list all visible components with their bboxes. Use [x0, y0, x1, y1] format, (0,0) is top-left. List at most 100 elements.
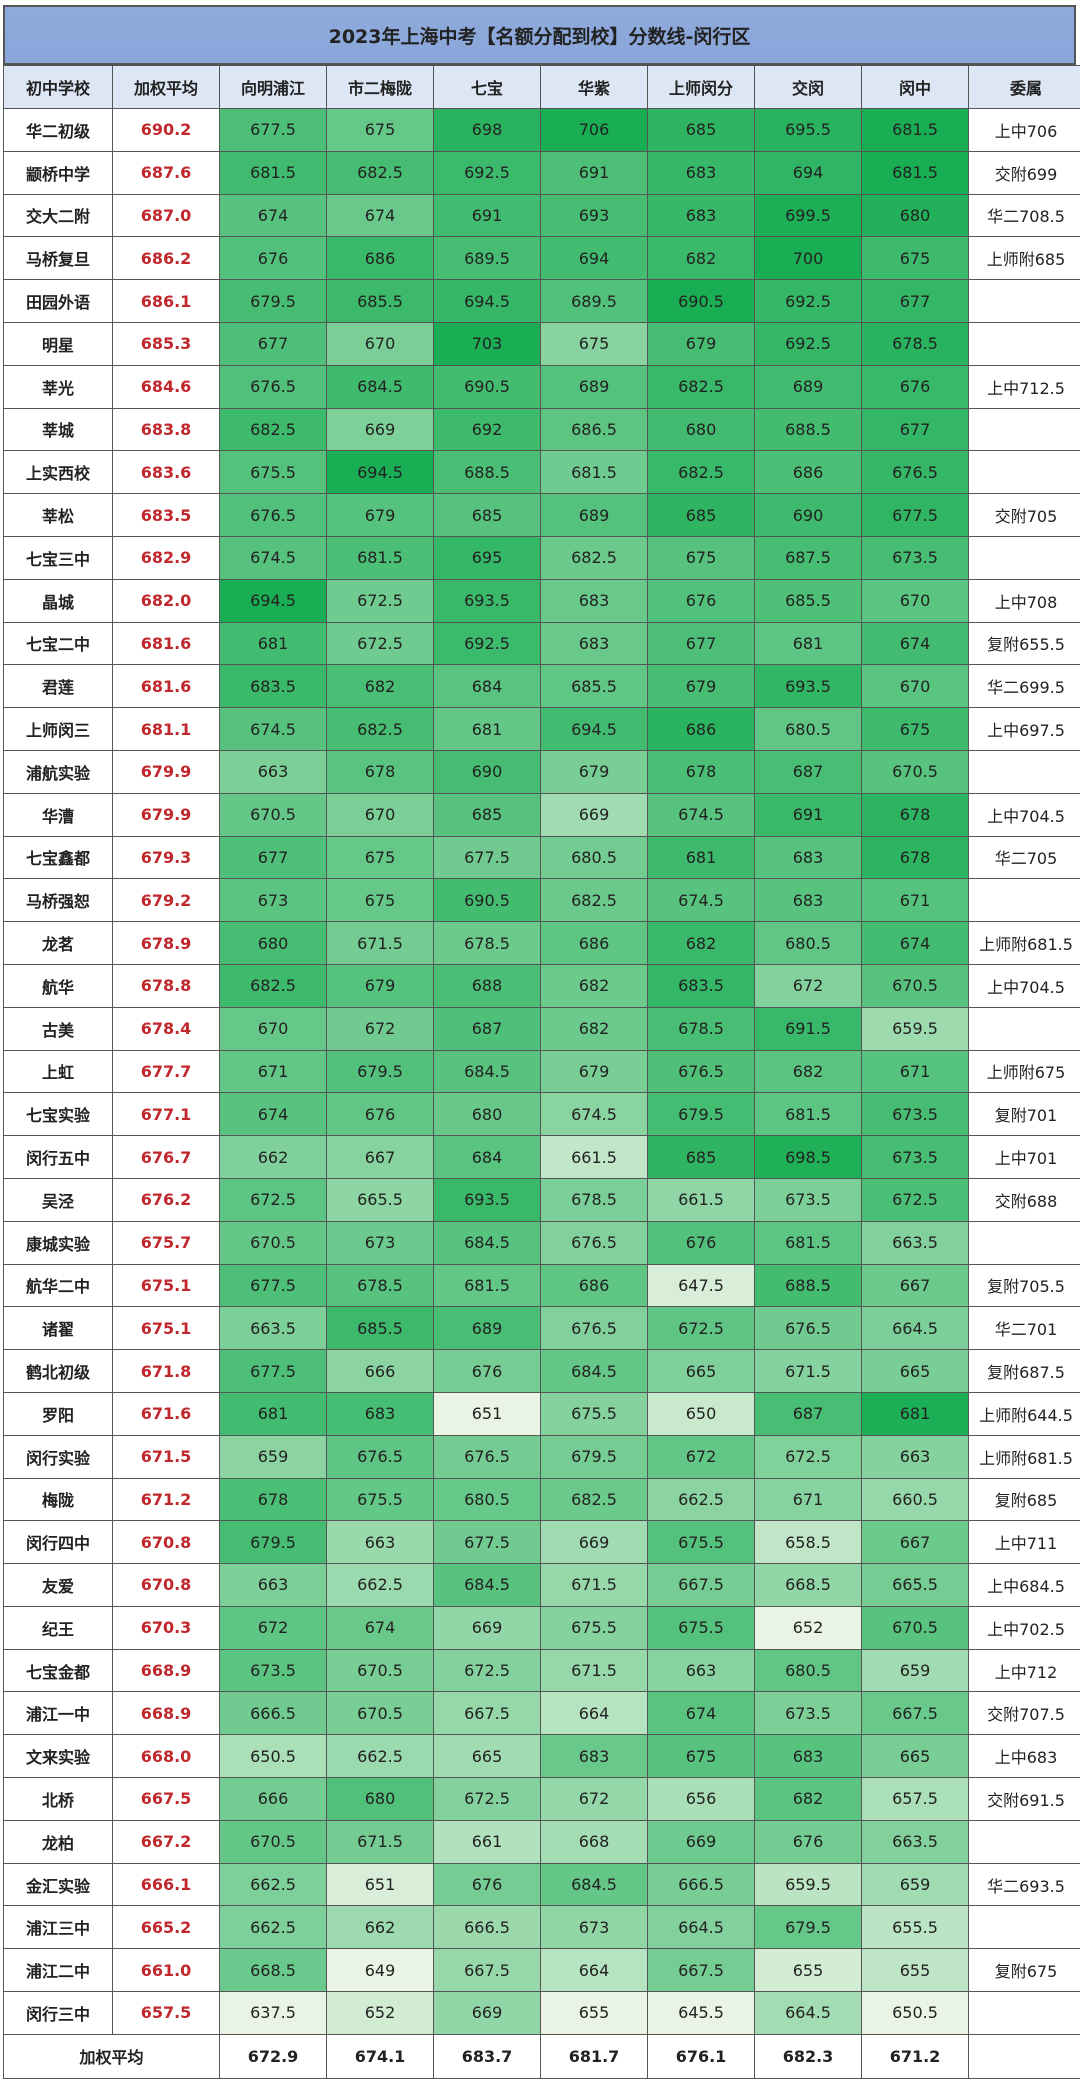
score-cell: 677.5 [219, 108, 327, 152]
score-cell: 655 [754, 1948, 862, 1993]
weighted-average: 657.5 [112, 1991, 220, 2035]
score-cell: 698.5 [754, 1135, 862, 1179]
score-cell: 681.5 [219, 150, 327, 195]
score-cell: 680.5 [754, 707, 862, 751]
score-cell: 675 [647, 535, 755, 580]
score-cell: 650.5 [219, 1734, 327, 1779]
weighted-average: 685.3 [112, 321, 220, 366]
table-row: 诸翟 675.1 663.5 685.5 689 676.5 672.5 676.5 664.5… [3, 1306, 1080, 1351]
score-cell: 679 [540, 749, 648, 794]
score-cell: 667.5 [647, 1948, 755, 1993]
school-name: 龙柏 [3, 1819, 113, 1864]
affiliated-quota: 华二701 [968, 1306, 1080, 1351]
score-cell: 652 [754, 1605, 862, 1650]
table-row: 华二初级 690.2 677.5 675 698 706 685 695.5 681.5 上中70… [3, 108, 1080, 152]
score-cell: 694.5 [433, 279, 541, 323]
score-cell: 674 [219, 193, 327, 238]
school-name: 鹤北初级 [3, 1349, 113, 1393]
score-cell: 684.5 [326, 364, 434, 409]
score-cell: 676.5 [326, 1434, 434, 1479]
score-cell: 681.5 [861, 150, 969, 195]
score-cell: 670 [326, 792, 434, 837]
score-cell: 662 [219, 1135, 327, 1179]
score-cell: 645.5 [647, 1991, 755, 2035]
score-cell: 683 [754, 878, 862, 923]
score-cell: 652 [326, 1991, 434, 2035]
score-cell: 667.5 [861, 1691, 969, 1736]
score-cell: 682.5 [647, 364, 755, 409]
score-cell: 688.5 [754, 407, 862, 452]
score-cell: 676 [433, 1862, 541, 1907]
weighted-average: 678.9 [112, 921, 220, 965]
school-name: 航华二中 [3, 1263, 113, 1308]
school-name: 上虹 [3, 1049, 113, 1094]
score-cell: 682.5 [326, 707, 434, 751]
table-row: 康城实验 675.7 670.5 673 684.5 676.5 676 681.5 663.5 [3, 1220, 1080, 1265]
score-cell: 663 [647, 1648, 755, 1693]
score-cell: 673 [219, 878, 327, 923]
score-cell: 681.5 [540, 450, 648, 495]
table-row: 君莲 681.6 683.5 682 684 685.5 679 693.5 670 华二699.… [3, 664, 1080, 709]
school-name: 浦江一中 [3, 1691, 113, 1736]
weighted-average: 681.1 [112, 707, 220, 751]
score-cell: 665 [433, 1734, 541, 1779]
table-row: 龙茗 678.9 680 671.5 678.5 686 682 680.5 674 上师附681… [3, 921, 1080, 965]
weighted-average: 684.6 [112, 364, 220, 409]
affiliated-quota: 交附707.5 [968, 1691, 1080, 1736]
score-cell: 673.5 [861, 1092, 969, 1137]
score-cell: 681.5 [326, 535, 434, 580]
table-row: 上实西校 683.6 675.5 694.5 688.5 681.5 682.5 686 676… [3, 450, 1080, 495]
weighted-average: 670.3 [112, 1605, 220, 1650]
score-cell: 667 [861, 1520, 969, 1565]
score-cell: 670.5 [861, 749, 969, 794]
score-cell: 688 [433, 963, 541, 1008]
score-cell: 668.5 [219, 1948, 327, 1993]
score-cell: 675.5 [647, 1520, 755, 1565]
score-cell: 663.5 [861, 1220, 969, 1265]
school-name: 闵行四中 [3, 1520, 113, 1565]
weighted-average: 668.0 [112, 1734, 220, 1779]
affiliated-quota: 上师附681.5 [968, 1434, 1080, 1479]
school-name: 罗阳 [3, 1391, 113, 1436]
score-cell: 682.5 [326, 150, 434, 195]
score-cell: 669 [433, 1991, 541, 2035]
table-row: 文来实验 668.0 650.5 662.5 665 683 675 683 665 上中683 [3, 1734, 1080, 1779]
score-cell: 679 [326, 963, 434, 1008]
table-row: 古美 678.4 670 672 687 682 678.5 691.5 659.5 [3, 1006, 1080, 1051]
school-name: 马桥强恕 [3, 878, 113, 923]
score-cell: 673.5 [861, 535, 969, 580]
score-cell: 671 [219, 1049, 327, 1094]
score-cell: 659 [219, 1434, 327, 1479]
score-cell: 699.5 [754, 193, 862, 238]
weighted-average: 668.9 [112, 1648, 220, 1693]
weighted-average: 686.1 [112, 279, 220, 323]
score-cell: 656 [647, 1777, 755, 1821]
score-cell: 668.5 [754, 1563, 862, 1607]
score-cell: 692.5 [754, 279, 862, 323]
school-name: 七宝三中 [3, 535, 113, 580]
score-cell: 693.5 [433, 1177, 541, 1222]
score-cell: 673 [326, 1220, 434, 1265]
score-cell: 680 [647, 407, 755, 452]
score-cell: 669 [326, 407, 434, 452]
score-cell: 651 [326, 1862, 434, 1907]
score-cell: 682.5 [219, 963, 327, 1008]
score-cell: 682 [540, 963, 648, 1008]
table-row: 航华二中 675.1 677.5 678.5 681.5 686 647.5 688.5 667… [3, 1263, 1080, 1308]
weighted-average: 671.2 [112, 1477, 220, 1522]
score-cell: 685 [647, 493, 755, 537]
score-cell: 675.5 [326, 1477, 434, 1522]
score-cell: 670 [326, 321, 434, 366]
school-name: 浦江二中 [3, 1948, 113, 1993]
score-cell: 674.5 [219, 535, 327, 580]
affiliated-quota [968, 1905, 1080, 1950]
score-cell: 682 [647, 921, 755, 965]
score-cell: 663 [861, 1434, 969, 1479]
score-cell: 659 [861, 1862, 969, 1907]
score-cell: 695 [433, 535, 541, 580]
score-cell: 672.5 [219, 1177, 327, 1222]
weighted-average: 675.7 [112, 1220, 220, 1265]
column-average: 681.7 [540, 2033, 648, 2079]
weighted-average: 679.2 [112, 878, 220, 923]
score-cell: 682 [754, 1049, 862, 1094]
